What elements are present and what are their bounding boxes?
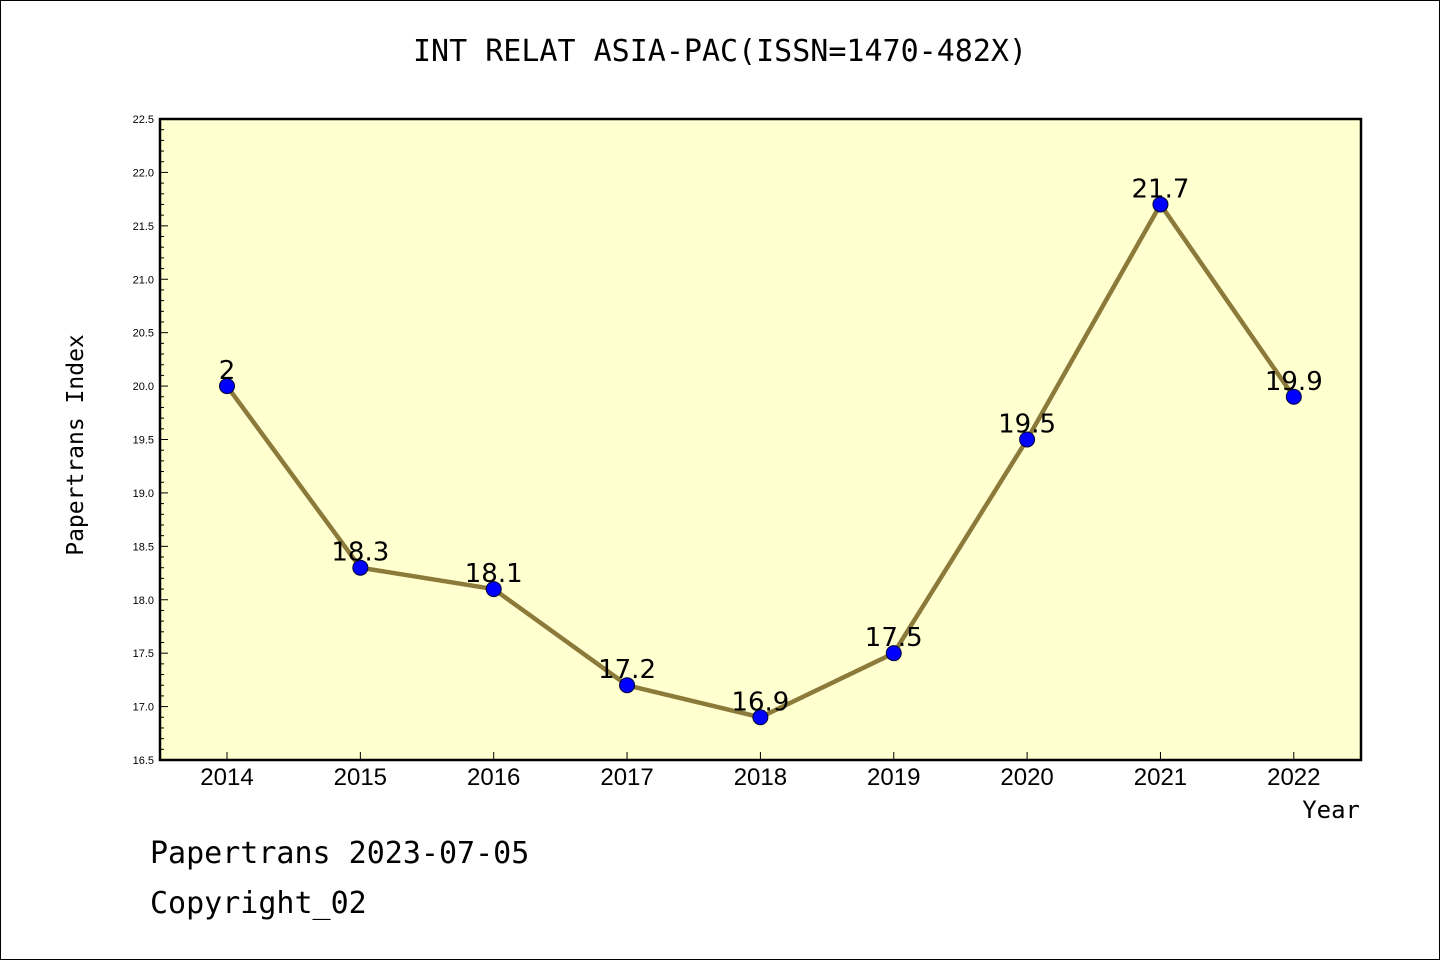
data-point <box>752 709 769 726</box>
x-tick-label: 2021 <box>1134 764 1187 791</box>
x-tick-label: 2019 <box>867 764 920 791</box>
y-tick-label: 21.5 <box>133 221 154 233</box>
x-tick-label: 2022 <box>1267 764 1320 791</box>
y-tick-label: 18.5 <box>133 541 154 553</box>
y-tick-label: 19.5 <box>133 435 154 447</box>
y-tick-label: 17.0 <box>133 702 154 714</box>
data-label: 18.3 <box>331 538 389 568</box>
data-point <box>1152 196 1169 213</box>
y-tick-label: 17.5 <box>133 648 154 660</box>
data-point <box>352 559 369 576</box>
data-label: 18.1 <box>465 559 523 589</box>
y-tick-label: 16.5 <box>133 755 154 767</box>
data-point <box>219 378 235 395</box>
data-label: 19.9 <box>1265 367 1323 397</box>
x-tick-label: 2018 <box>734 764 787 791</box>
y-tick-label: 22.5 <box>133 114 154 126</box>
plot-border <box>158 117 1363 762</box>
footer-copyright: Copyright_02 <box>150 886 367 921</box>
data-label: 2 <box>219 356 236 386</box>
data-point <box>885 645 902 662</box>
chart-title: INT RELAT ASIA-PAC(ISSN=1470-482X) <box>412 34 1028 69</box>
y-tick-label: 20.0 <box>133 381 154 393</box>
y-tick-label: 21.0 <box>133 274 154 286</box>
plot-area <box>160 119 1361 760</box>
x-tick-label: 2015 <box>334 764 387 791</box>
data-point <box>485 581 502 598</box>
data-label: 16.9 <box>731 687 789 717</box>
y-tick-label: 19.0 <box>133 488 154 500</box>
x-tick-label: 2014 <box>200 764 253 791</box>
x-tick-label: 2020 <box>1000 764 1053 791</box>
data-point <box>1019 431 1036 448</box>
x-axis-label: Year <box>1302 796 1360 824</box>
data-label: 17.5 <box>865 623 923 653</box>
data-label: 19.5 <box>998 410 1056 440</box>
x-tick-label: 2016 <box>467 764 520 791</box>
y-tick-label: 22.0 <box>133 167 154 179</box>
y-tick-label: 18.0 <box>133 595 154 607</box>
data-label: 21.7 <box>1132 174 1190 204</box>
data-point <box>1285 388 1302 405</box>
y-tick-label: 20.5 <box>133 328 154 340</box>
data-label: 17.2 <box>598 655 656 685</box>
footer-date: Papertrans 2023-07-05 <box>150 836 530 871</box>
data-point <box>619 677 636 694</box>
x-tick-label: 2017 <box>600 764 653 791</box>
